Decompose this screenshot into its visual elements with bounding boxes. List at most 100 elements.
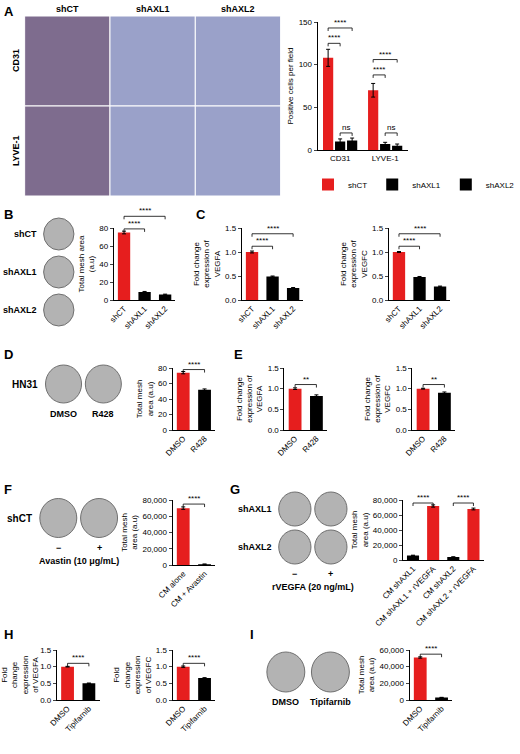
svg-text:ns: ns <box>342 123 350 132</box>
svg-text:80,000: 80,000 <box>373 496 398 505</box>
svg-text:shAXL1: shAXL1 <box>398 304 425 331</box>
svg-text:1.5: 1.5 <box>40 646 52 655</box>
svg-text:F: F <box>4 482 12 497</box>
svg-text:1.0: 1.0 <box>156 662 168 671</box>
svg-text:DMSO: DMSO <box>401 704 424 727</box>
svg-text:1.5: 1.5 <box>372 224 384 233</box>
svg-text:shCT: shCT <box>348 181 367 190</box>
svg-text:60,000: 60,000 <box>373 511 398 520</box>
svg-text:Avastin (10 μg/mL): Avastin (10 μg/mL) <box>39 556 119 566</box>
svg-text:Tipifarnib: Tipifarnib <box>64 704 94 734</box>
svg-text:shCT: shCT <box>56 4 79 14</box>
svg-text:C: C <box>196 207 206 222</box>
svg-text:shCT: shCT <box>108 304 128 324</box>
svg-text:0: 0 <box>162 561 167 570</box>
svg-text:80: 80 <box>99 224 108 233</box>
svg-text:+: + <box>328 569 333 579</box>
svg-text:1.5: 1.5 <box>225 224 237 233</box>
svg-text:+: + <box>97 543 102 553</box>
svg-text:DMSO: DMSO <box>50 409 77 419</box>
svg-text:****: **** <box>379 50 391 59</box>
svg-text:DMSO: DMSO <box>276 434 299 457</box>
svg-text:R428: R428 <box>429 434 449 454</box>
svg-text:R428: R428 <box>189 434 209 454</box>
svg-text:CM shAXL1: CM shAXL1 <box>381 564 418 601</box>
svg-text:Tipifarnib: Tipifarnib <box>179 704 209 734</box>
svg-text:R428: R428 <box>92 409 114 419</box>
svg-text:20,000: 20,000 <box>380 679 405 688</box>
svg-text:60: 60 <box>99 242 108 251</box>
svg-text:Total mesharea (a.u): Total mesharea (a.u) <box>120 513 139 552</box>
svg-text:80: 80 <box>158 364 167 373</box>
svg-text:−: − <box>56 543 61 553</box>
svg-text:Fold changeexpression ofVEGFA: Fold changeexpression ofVEGFA <box>235 374 265 422</box>
svg-text:0.0: 0.0 <box>268 426 280 435</box>
svg-text:B: B <box>4 207 13 222</box>
svg-text:**: ** <box>431 375 437 384</box>
svg-text:shCT: shCT <box>236 304 256 324</box>
svg-text:Positive cells per field: Positive cells per field <box>286 48 295 125</box>
svg-text:I: I <box>250 627 254 642</box>
svg-text:0.5: 0.5 <box>225 272 237 281</box>
svg-text:shAXL1: shAXL1 <box>3 267 37 277</box>
svg-text:CD31: CD31 <box>11 49 21 72</box>
svg-text:Total mesh area(a.u): Total mesh area(a.u) <box>77 235 96 292</box>
svg-text:1.5: 1.5 <box>396 364 408 373</box>
svg-text:150: 150 <box>299 18 313 27</box>
svg-text:HN31: HN31 <box>12 379 38 390</box>
svg-text:A: A <box>4 4 14 19</box>
svg-text:40,000: 40,000 <box>380 662 405 671</box>
svg-text:0.0: 0.0 <box>372 296 384 305</box>
svg-text:CM + Avastin: CM + Avastin <box>169 569 209 609</box>
svg-text:Foldchangeexpressionof VEGFC: Foldchangeexpressionof VEGFC <box>112 656 152 695</box>
svg-text:0.0: 0.0 <box>40 696 52 705</box>
svg-text:shCT: shCT <box>7 513 32 524</box>
svg-text:Total mesharea (a.u): Total mesharea (a.u) <box>350 511 369 550</box>
svg-text:0.5: 0.5 <box>156 679 168 688</box>
svg-text:E: E <box>234 347 243 362</box>
svg-text:0: 0 <box>104 296 109 305</box>
svg-text:Fold changeexpression ofVEGFC: Fold changeexpression ofVEGFC <box>363 374 393 422</box>
svg-text:shAXL1: shAXL1 <box>123 304 150 331</box>
svg-text:shAXL2: shAXL2 <box>418 304 445 331</box>
svg-text:****: **** <box>128 219 140 228</box>
svg-text:****: **** <box>425 644 437 653</box>
svg-text:**: ** <box>303 375 309 384</box>
svg-text:0: 0 <box>400 696 405 705</box>
svg-text:40,000: 40,000 <box>142 528 167 537</box>
svg-text:****: **** <box>256 236 268 245</box>
svg-text:0.5: 0.5 <box>372 272 384 281</box>
svg-text:shAXL1: shAXL1 <box>251 304 278 331</box>
svg-text:Fold changeexpression ofVEGFC: Fold changeexpression ofVEGFC <box>339 239 369 287</box>
svg-text:R428: R428 <box>301 434 321 454</box>
svg-text:CM shAXL2 + rVEGFA: CM shAXL2 + rVEGFA <box>414 564 478 628</box>
svg-text:****: **** <box>457 493 469 502</box>
svg-text:Total mesharea (a.u): Total mesharea (a.u) <box>135 380 154 419</box>
svg-text:1.0: 1.0 <box>225 248 237 257</box>
svg-text:shAXL2: shAXL2 <box>271 304 298 331</box>
svg-text:H: H <box>4 627 13 642</box>
svg-text:shAXL1: shAXL1 <box>136 4 170 14</box>
svg-text:****: **** <box>188 360 200 369</box>
svg-text:0.0: 0.0 <box>225 296 237 305</box>
svg-text:1.5: 1.5 <box>156 646 168 655</box>
svg-text:shCT: shCT <box>383 304 403 324</box>
svg-text:****: **** <box>188 494 200 503</box>
svg-text:Foldchangeexpressionof VEGFA: Foldchangeexpressionof VEGFA <box>0 656 40 695</box>
svg-text:20,000: 20,000 <box>373 541 398 550</box>
svg-text:****: **** <box>188 653 200 662</box>
svg-text:****: **** <box>403 236 415 245</box>
svg-text:50: 50 <box>303 103 312 112</box>
svg-text:CM shAXL2: CM shAXL2 <box>421 564 458 601</box>
svg-text:20,000: 20,000 <box>142 545 167 554</box>
svg-text:shAXL2: shAXL2 <box>143 304 170 331</box>
svg-text:0: 0 <box>393 556 398 565</box>
svg-text:DMSO: DMSO <box>404 434 427 457</box>
svg-text:****: **** <box>72 653 84 662</box>
svg-text:60: 60 <box>158 379 167 388</box>
svg-text:20: 20 <box>99 278 108 287</box>
svg-text:0.5: 0.5 <box>396 405 408 414</box>
svg-text:80,000: 80,000 <box>142 496 167 505</box>
svg-text:Tipifarnib: Tipifarnib <box>416 704 446 734</box>
svg-text:rVEGFA (20 ng/mL): rVEGFA (20 ng/mL) <box>272 582 354 592</box>
